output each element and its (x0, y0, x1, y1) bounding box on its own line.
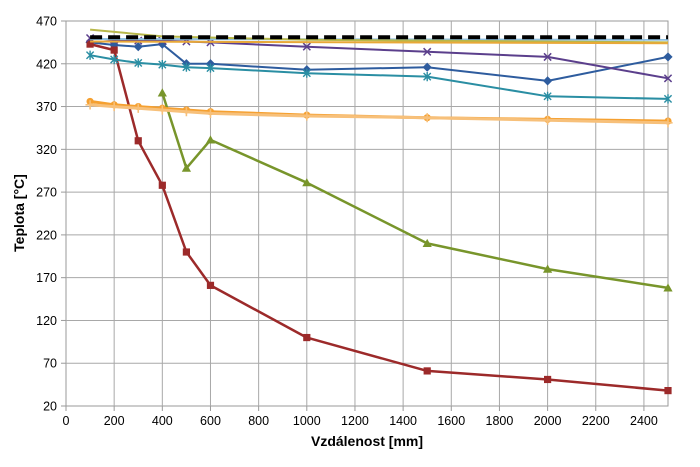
x-axis-ticks: 0 200 400 600 800 1000 1200 1400 1600 1800 2000 220… (63, 406, 658, 428)
x-tick-label: 800 (248, 414, 269, 428)
y-tick-label: 370 (36, 100, 57, 114)
y-tick-label: 120 (36, 314, 57, 328)
y-tick-label: 470 (36, 15, 57, 29)
x-tick-label: 600 (200, 414, 221, 428)
data-point (663, 94, 673, 104)
x-tick-label: 200 (104, 414, 125, 428)
y-tick-label: 420 (36, 57, 57, 71)
data-point (302, 42, 311, 51)
series-5 (85, 50, 673, 104)
data-point (86, 40, 94, 48)
data-point (663, 52, 673, 62)
data-point (110, 54, 119, 65)
data-point (134, 137, 142, 145)
data-point (543, 76, 553, 86)
data-point (663, 118, 673, 128)
data-point (664, 387, 672, 395)
series-line (89, 103, 669, 125)
data-point (182, 62, 191, 72)
data-point (422, 62, 432, 72)
series-7 (85, 100, 673, 128)
x-tick-label: 1000 (293, 414, 321, 428)
data-point (543, 91, 552, 101)
x-tick-label: 1400 (389, 414, 417, 428)
x-tick-label: 1200 (341, 414, 369, 428)
data-point (422, 113, 432, 123)
data-point (422, 238, 432, 248)
series-10 (90, 40, 669, 45)
data-point (302, 68, 311, 78)
data-point (85, 50, 95, 60)
data-point (158, 181, 166, 189)
y-tick-label: 220 (36, 228, 57, 242)
data-point (423, 367, 431, 375)
data-point (543, 264, 553, 273)
data-point (157, 88, 167, 97)
data-point (85, 100, 95, 110)
data-point (181, 163, 191, 172)
data-point (109, 101, 119, 112)
data-point (423, 47, 432, 56)
x-tick-label: 2000 (534, 414, 562, 428)
series-2 (86, 40, 672, 395)
series-line (89, 41, 669, 82)
data-point (133, 103, 143, 113)
series-line (89, 54, 669, 100)
x-tick-label: 0 (63, 414, 70, 428)
data-point (206, 63, 215, 73)
series-line (90, 40, 669, 45)
data-point (663, 283, 673, 292)
y-tick-label: 20 (43, 400, 57, 414)
data-point (543, 115, 553, 125)
data-point (157, 105, 167, 115)
data-point (134, 58, 143, 68)
series-line (89, 42, 669, 392)
data-point (423, 72, 432, 82)
y-tick-label: 270 (36, 186, 57, 200)
data-point (205, 108, 216, 118)
data-point (205, 135, 216, 144)
y-tick-label: 320 (36, 143, 57, 157)
series-3 (157, 88, 673, 292)
x-tick-label: 1800 (486, 414, 514, 428)
x-tick-label: 1600 (437, 414, 465, 428)
data-point (543, 52, 552, 62)
data-point (544, 375, 552, 384)
y-axis-title: Teplota [°C] (11, 174, 27, 252)
data-point (302, 178, 312, 187)
data-point (182, 248, 190, 256)
series-group (85, 28, 673, 395)
data-point (133, 42, 143, 52)
data-point (206, 281, 215, 289)
x-axis-title: Vzdálenost [mm] (311, 433, 423, 449)
x-tick-label: 400 (152, 414, 173, 428)
data-point (181, 107, 191, 117)
data-point (663, 74, 673, 83)
data-point (302, 111, 312, 121)
x-tick-label: 2200 (582, 414, 610, 428)
y-tick-label: 170 (36, 271, 57, 285)
y-tick-label: 70 (43, 357, 57, 371)
data-point (110, 46, 118, 54)
y-axis-ticks: 20 70 120 170 220 270 320 370 420 470 (36, 15, 66, 414)
x-tick-label: 2400 (630, 414, 658, 428)
data-point (158, 60, 167, 70)
data-point (303, 333, 311, 342)
